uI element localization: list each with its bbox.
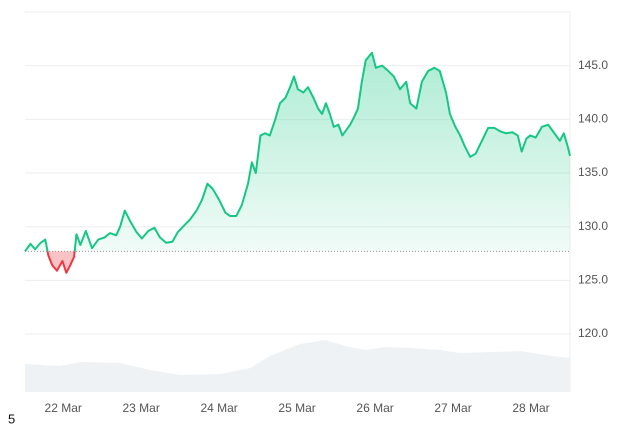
x-tick-label: 26 Mar (356, 401, 393, 415)
x-tick-label: 28 Mar (512, 401, 549, 415)
x-tick-label: 25 Mar (278, 401, 315, 415)
y-tick-label: 145.0 (578, 58, 608, 72)
x-tick-label: 22 Mar (45, 401, 82, 415)
y-tick-label: 120.0 (578, 326, 608, 340)
x-tick-label: 27 Mar (434, 401, 471, 415)
volume-area (25, 340, 570, 392)
price-line-up (24, 51, 571, 252)
x-tick-label: 24 Mar (200, 401, 237, 415)
y-tick-label: 130.0 (578, 219, 608, 233)
x-tick-label: 23 Mar (122, 401, 159, 415)
y-tick-label: 135.0 (578, 165, 608, 179)
footnote: 5 (8, 411, 15, 426)
area-up (25, 52, 570, 252)
y-tick-label: 125.0 (578, 273, 608, 287)
y-tick-label: 140.0 (578, 112, 608, 126)
